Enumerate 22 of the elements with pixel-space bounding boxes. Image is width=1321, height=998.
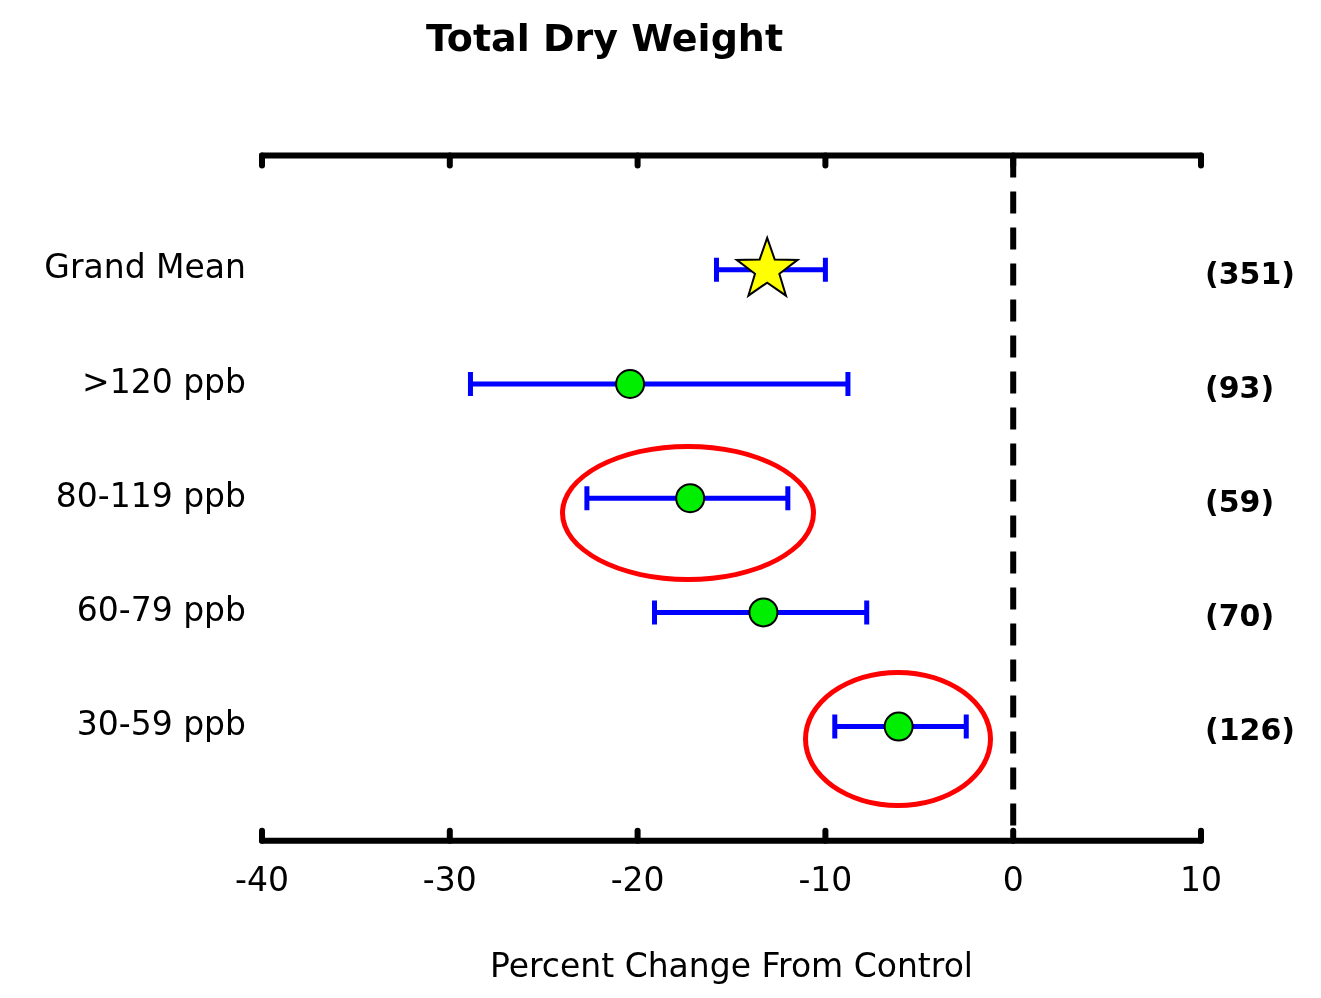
- chart-title: Total Dry Weight: [425, 15, 784, 60]
- text: (93): [1205, 369, 1275, 405]
- x-tick-label: 10: [1180, 860, 1222, 900]
- point: [883, 711, 914, 742]
- text: (70): [1205, 598, 1275, 634]
- y-tick-label: >120 ppb: [82, 361, 246, 401]
- x-tick-label: -40: [235, 860, 289, 900]
- x-axis-title: Percent Change From Control: [489, 945, 974, 985]
- x-tick-label: -30: [422, 860, 477, 900]
- point: [675, 483, 706, 514]
- x-tick-label: 0: [1002, 860, 1024, 900]
- point: [748, 597, 779, 628]
- y-tick-label: 30-59 ppb: [76, 704, 246, 744]
- text: (351): [1205, 255, 1296, 291]
- text: (59): [1205, 484, 1275, 519]
- y-tick-label: 60-79 ppb: [76, 589, 246, 629]
- text: (126): [1205, 712, 1296, 748]
- y-tick-label: 80-119 ppb: [55, 475, 246, 515]
- x-tick-label: -10: [798, 860, 853, 900]
- point: [615, 369, 646, 399]
- x-tick-label: -20: [610, 860, 665, 900]
- y-tick-label: Grand Mean: [44, 247, 246, 287]
